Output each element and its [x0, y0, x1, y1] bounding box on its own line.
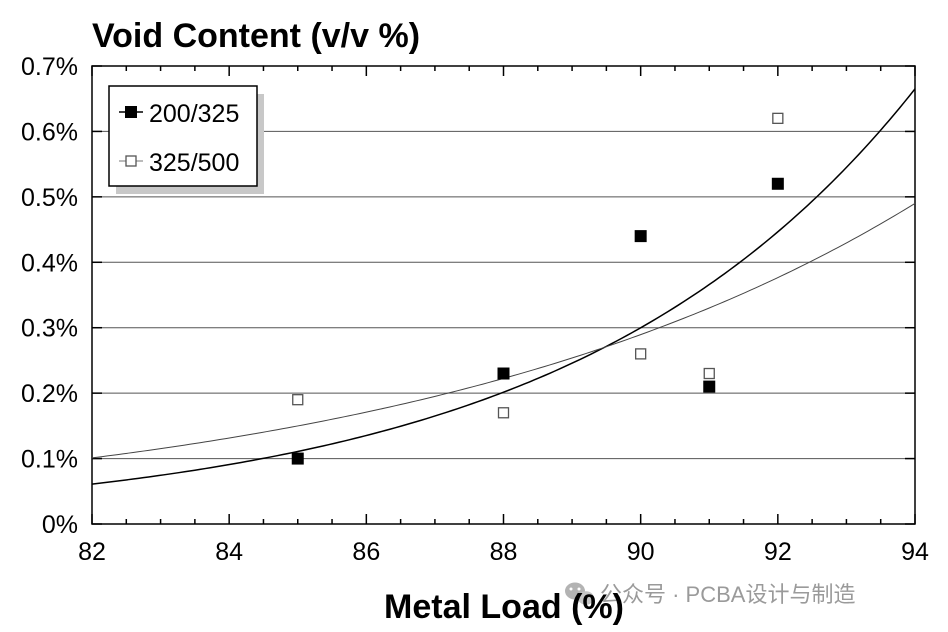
legend-label-325-500: 325/500 [149, 149, 239, 177]
point-325-500-3 [703, 367, 715, 380]
y-tick-label: 0.6% [21, 118, 78, 146]
x-tick-label: 84 [215, 538, 243, 566]
x-tick-label: 86 [352, 538, 380, 566]
trendline-200-325 [91, 88, 916, 485]
y-tick-label: 0% [42, 511, 78, 539]
x-tick-label: 88 [490, 538, 518, 566]
y-tick-label: 0.1% [21, 446, 78, 474]
point-325-500-1 [497, 407, 510, 419]
legend-box [108, 85, 258, 187]
point-200-325-2 [634, 230, 647, 243]
y-tick-label: 0.4% [21, 249, 78, 277]
point-200-325-1 [497, 367, 510, 380]
y-tick-label: 0.3% [21, 315, 78, 343]
x-tick-label: 90 [627, 538, 655, 566]
x-tick-label: 94 [901, 538, 929, 566]
wechat-icon [565, 582, 594, 605]
legend-marker-325-500 [125, 155, 137, 167]
y-axis-ticks: 0% 0.1% 0.2% 0.3% 0.4% 0.5% 0.6% 0.7% [21, 53, 915, 539]
watermark: 公众号 · PCBA设计与制造 [565, 582, 855, 607]
point-325-500-2 [635, 348, 647, 360]
y-tick-label: 0.2% [21, 380, 78, 408]
x-tick-label: 92 [764, 538, 792, 566]
y-tick-label: 0.5% [21, 184, 78, 212]
x-axis-ticks: 82 84 86 88 90 92 94 [78, 66, 929, 566]
y-tick-label: 0.7% [21, 53, 78, 81]
data-points [291, 112, 784, 465]
x-tick-label: 82 [78, 538, 106, 566]
legend-marker-200-325 [125, 106, 137, 118]
chart-title: Void Content (v/v %) [92, 17, 420, 55]
trendline-325-500 [91, 202, 916, 459]
watermark-text: 公众号 · PCBA设计与制造 [600, 582, 855, 607]
point-200-325-0 [291, 452, 304, 465]
point-325-500-0 [292, 394, 304, 406]
point-325-500-4 [772, 112, 784, 124]
point-200-325-3 [703, 380, 716, 393]
legend: 200/325 325/500 [108, 85, 264, 194]
x-axis-label: Metal Load (%) [384, 588, 624, 626]
legend-label-200-325: 200/325 [149, 100, 239, 128]
point-200-325-4 [771, 177, 784, 190]
